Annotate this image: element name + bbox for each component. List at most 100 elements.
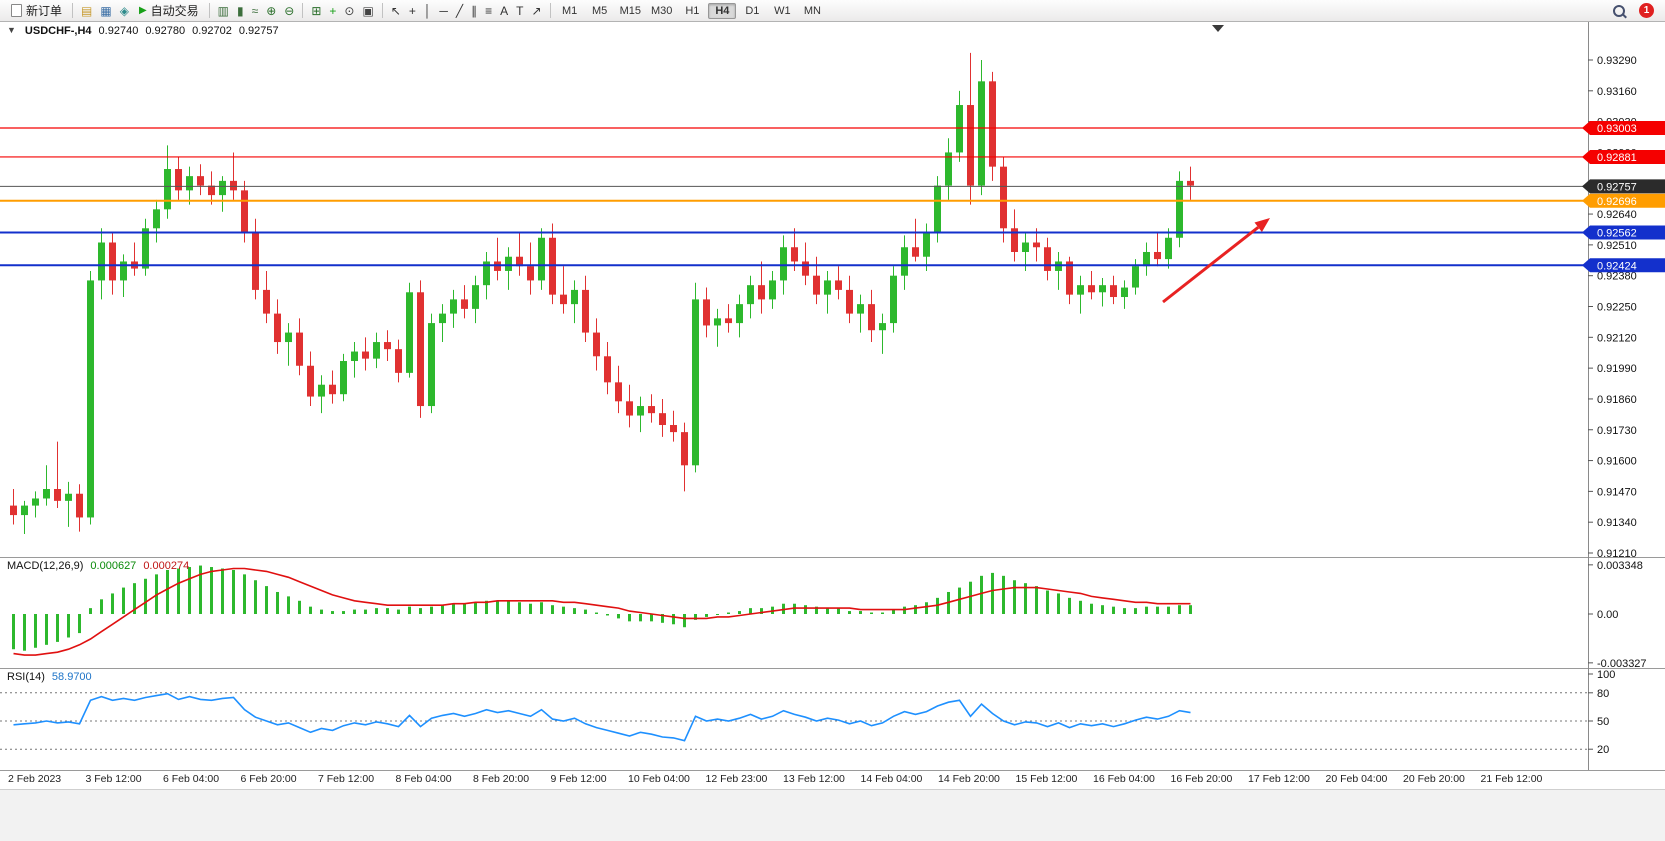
- candle-up: [769, 280, 776, 300]
- candle-up: [351, 351, 358, 362]
- timeframe-d1[interactable]: D1: [745, 4, 760, 17]
- autotrading-play-icon: ▶: [138, 4, 147, 16]
- search-icon[interactable]: [1613, 4, 1625, 17]
- macd-histogram-bar: [485, 600, 488, 614]
- macd-histogram-bar: [430, 606, 433, 614]
- candlestick-chart-button[interactable]: ▮: [233, 1, 248, 21]
- candle-up: [153, 209, 160, 229]
- price-badge-label: 0.92424: [1597, 260, 1637, 272]
- notification-badge[interactable]: 1: [1639, 3, 1654, 18]
- candle-down: [384, 342, 391, 350]
- rsi-canvas[interactable]: 100 80 50 20: [0, 668, 1665, 770]
- timeframe-w1[interactable]: W1: [774, 4, 791, 17]
- candle-down: [109, 242, 116, 281]
- candle-down: [1110, 285, 1117, 298]
- tile-windows-button[interactable]: ⊞: [307, 1, 325, 21]
- timeframe-m1[interactable]: M1: [561, 4, 578, 17]
- candle-up: [318, 384, 325, 397]
- macd-histogram-bar: [166, 569, 169, 614]
- autotrading-button[interactable]: ▶ 自动交易: [133, 1, 205, 21]
- price-badge-label: 0.92562: [1597, 228, 1637, 240]
- time-axis-label: 17 Feb 12:00: [1248, 773, 1310, 785]
- indicators-add-button[interactable]: +: [325, 1, 340, 21]
- data-window-button[interactable]: ▦: [96, 1, 115, 21]
- navigator-button[interactable]: ◈: [116, 1, 133, 21]
- macd-histogram-bar: [56, 614, 59, 642]
- timeframe-mn[interactable]: MN: [803, 4, 821, 17]
- candle-up: [637, 406, 644, 416]
- trend-arrow-shaft[interactable]: [1162, 226, 1260, 304]
- candle-down: [791, 247, 798, 262]
- candle-down: [615, 382, 622, 402]
- macd-histogram-bar: [727, 612, 730, 614]
- price-axis-label: 0.92380: [1597, 271, 1637, 283]
- candle-up: [692, 299, 699, 466]
- candle-down: [1011, 228, 1018, 252]
- timeframe-m5[interactable]: M5: [591, 4, 608, 17]
- periods-button[interactable]: ⊙: [340, 1, 358, 21]
- timeframe-m30[interactable]: M30: [650, 4, 673, 17]
- crosshair-icon: +: [408, 3, 416, 18]
- timeframe-h1[interactable]: H1: [685, 4, 700, 17]
- macd-histogram-bar: [1068, 597, 1071, 614]
- cursor-button[interactable]: ↖: [387, 1, 405, 21]
- templates-icon: ▣: [362, 3, 374, 18]
- rsi-axis-label: 80: [1597, 688, 1609, 700]
- time-axis-label: 3 Feb 12:00: [85, 773, 142, 785]
- price-axis-label: 0.91470: [1597, 486, 1637, 498]
- timeframe-h4[interactable]: H4: [708, 2, 737, 19]
- candle-down: [76, 493, 83, 518]
- vertical-line-button[interactable]: │: [420, 1, 436, 21]
- horizontal-line-button[interactable]: ─: [435, 1, 452, 21]
- zoom-out-button[interactable]: ⊖: [280, 1, 298, 21]
- bars-chart-button[interactable]: ▥: [214, 1, 233, 21]
- candle-up: [43, 489, 50, 499]
- chart-shift-marker[interactable]: [1212, 25, 1224, 32]
- candle-up: [1143, 251, 1150, 267]
- text-button[interactable]: A: [496, 1, 512, 21]
- candle-down: [967, 105, 974, 186]
- zoom-in-button[interactable]: ⊕: [262, 1, 280, 21]
- market-watch-button[interactable]: ▤: [77, 1, 96, 21]
- arrows-button[interactable]: ↗: [528, 1, 546, 21]
- periods-icon: ⊙: [344, 3, 355, 18]
- rsi-line: [13, 692, 1191, 742]
- time-axis-label: 20 Feb 04:00: [1325, 773, 1388, 785]
- candle-down: [835, 280, 842, 290]
- time-axis[interactable]: 2 Feb 2023 3 Feb 12:00 6 Feb 04:00 6 Feb 20…: [0, 770, 1665, 789]
- trendline-button[interactable]: ╱: [452, 1, 467, 21]
- candle-up: [164, 169, 171, 210]
- macd-histogram-bar: [760, 608, 763, 614]
- text-icon: A: [500, 3, 509, 18]
- price-badge: [1582, 225, 1665, 240]
- macd-canvas[interactable]: 0.003348 0.00 -0.003327: [0, 557, 1665, 668]
- candle-up: [879, 323, 886, 331]
- new-order-button[interactable]: 新订单: [5, 1, 68, 21]
- macd-histogram-bar: [958, 587, 961, 614]
- time-axis-label: 16 Feb 04:00: [1093, 773, 1155, 785]
- text-label-button[interactable]: T: [512, 1, 527, 21]
- macd-histogram-bar: [331, 611, 334, 614]
- channel-button[interactable]: ∥: [467, 1, 481, 21]
- candle-up: [1121, 287, 1128, 298]
- price-chart-canvas[interactable]: 0.932900.931600.930300.929000.927700.926…: [0, 22, 1665, 557]
- trend-arrow-head[interactable]: [1254, 218, 1270, 232]
- timeframe-m15[interactable]: M15: [619, 4, 641, 17]
- toolbar-separator: [302, 3, 304, 18]
- templates-button[interactable]: ▣: [358, 1, 377, 21]
- macd-histogram-bar: [507, 600, 510, 614]
- macd-histogram-bar: [1167, 606, 1170, 614]
- candle-down: [802, 261, 809, 276]
- price-axis-label: 0.91210: [1597, 548, 1637, 557]
- macd-histogram-bar: [650, 614, 653, 622]
- fibonacci-button[interactable]: ≡: [481, 1, 496, 21]
- macd-histogram-bar: [694, 614, 697, 620]
- candle-down: [395, 349, 402, 373]
- macd-histogram-bar: [441, 605, 444, 614]
- macd-histogram-bar: [914, 605, 917, 614]
- crosshair-button[interactable]: +: [405, 1, 420, 21]
- price-badge: [1582, 258, 1665, 273]
- macd-histogram-bar: [606, 614, 609, 616]
- line-chart-button[interactable]: ≈: [248, 1, 263, 21]
- macd-histogram-bar: [749, 608, 752, 614]
